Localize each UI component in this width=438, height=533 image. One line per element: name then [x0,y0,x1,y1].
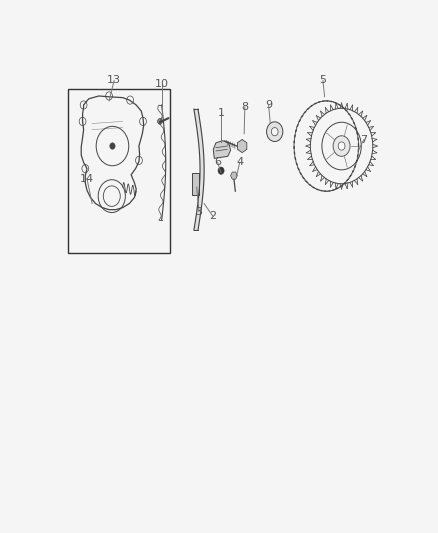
Text: 3: 3 [195,207,202,217]
Polygon shape [213,141,230,158]
Text: 8: 8 [241,102,248,112]
Circle shape [158,118,162,124]
Bar [68,88,170,253]
Text: 10: 10 [155,79,169,90]
Text: 9: 9 [265,100,272,110]
Text: 2: 2 [209,211,216,221]
Text: 4: 4 [236,157,244,167]
Text: 6: 6 [214,157,221,167]
Text: 13: 13 [107,75,121,85]
Text: 1: 1 [218,108,225,118]
Polygon shape [237,140,247,152]
Circle shape [218,167,224,174]
Circle shape [267,122,283,142]
Polygon shape [230,172,237,179]
Circle shape [110,143,115,149]
Text: 5: 5 [319,75,326,85]
Circle shape [333,136,350,156]
Bar [192,173,199,195]
Circle shape [338,142,345,150]
Polygon shape [194,109,204,230]
Circle shape [271,127,278,136]
Text: 7: 7 [360,135,367,145]
Text: 14: 14 [80,174,94,184]
